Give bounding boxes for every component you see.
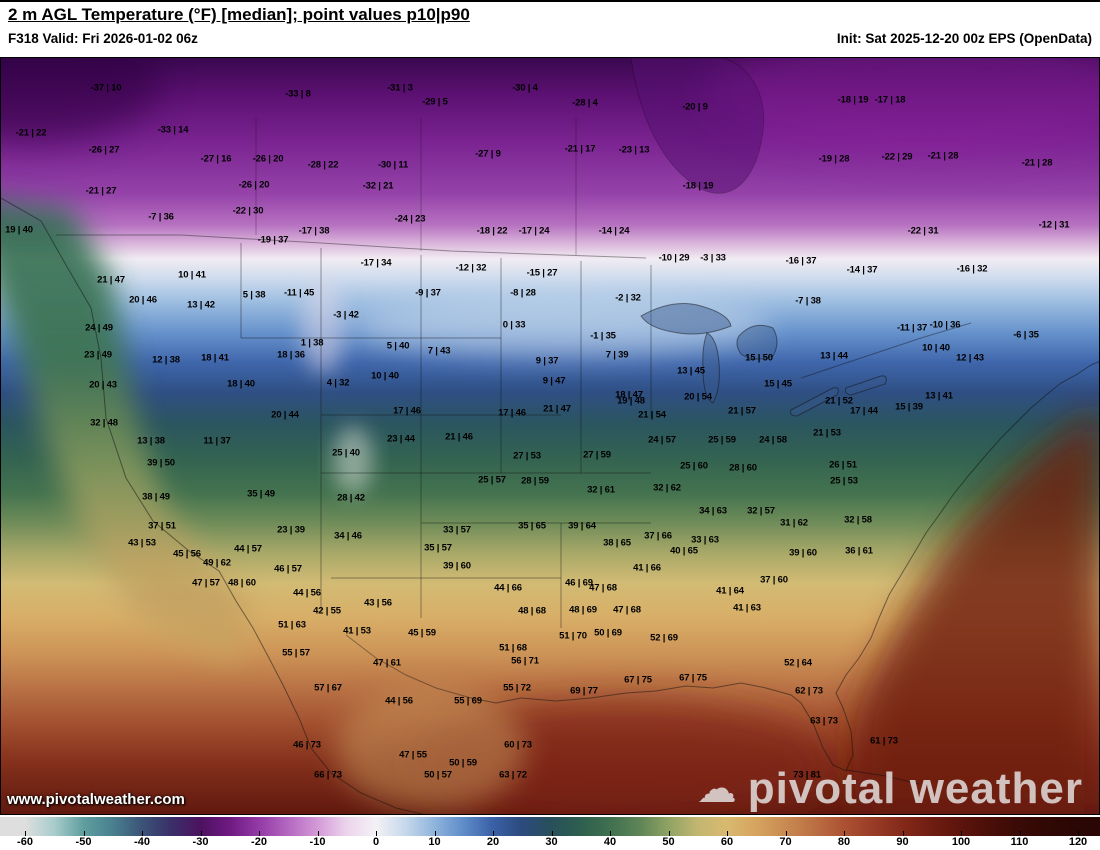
map-title: 2 m AGL Temperature (°F) [median]; point… [8, 5, 470, 24]
colorbar-tick-mark [1078, 831, 1079, 836]
colorbar-tick-label: 80 [837, 836, 851, 848]
colorbar-tick-mark [902, 831, 904, 836]
colorbar-tick-mark [844, 831, 845, 836]
colorbar [0, 817, 1100, 836]
colorbar-tick-label: -50 [75, 836, 92, 848]
init-time-label: Init: Sat 2025-12-20 00z EPS (OpenData) [836, 31, 1092, 46]
colorbar-tick-label: -20 [251, 836, 267, 848]
colorbar-tick-label: 30 [545, 836, 558, 848]
colorbar-tick-mark [551, 831, 553, 836]
colorbar-tick-label: -60 [17, 836, 33, 848]
colorbar-tick-label: 70 [779, 836, 792, 848]
cloud-icon: ☁ [696, 767, 738, 811]
colorbar-tick-mark [727, 831, 728, 836]
colorbar-tick-mark [83, 831, 85, 836]
colorbar-tick-mark [1019, 831, 1021, 836]
brand-text: pivotal weather [747, 764, 1083, 813]
colorbar-tick-mark [259, 831, 260, 836]
colorbar-tick-mark [610, 831, 611, 836]
colorbar-tick-label: 90 [896, 836, 909, 848]
colorbar-tick-label: -40 [134, 836, 150, 848]
colorbar-tick-label: 100 [951, 836, 971, 848]
colorbar-tick-label: 50 [662, 836, 675, 848]
colorbar-tick-mark [142, 831, 143, 836]
state-borders [56, 118, 972, 699]
colorbar-tick-mark [668, 831, 670, 836]
colorbar-tick-mark [493, 831, 494, 836]
colorbar-tick-mark [376, 831, 377, 836]
colorbar-area: -60 -50 -40 -30 -20 -10 0 10 20 30 40 50 60 70 80 90 100… [0, 815, 1100, 850]
map-image [1, 58, 1099, 814]
temperature-field [1, 58, 1099, 814]
colorbar-tick-mark [200, 831, 202, 836]
coastline [1, 197, 1099, 814]
colorbar-tick-label: 0 [372, 836, 380, 848]
colorbar-tick-mark [785, 831, 787, 836]
valid-time-label: F318 Valid: Fri 2026-01-02 06z [8, 31, 198, 46]
watermark-url: www.pivotalweather.com [7, 791, 185, 808]
brand-logo: ☁ pivotal weather [697, 764, 1083, 814]
colorbar-tick-mark [961, 831, 962, 836]
colorbar-tick-label: -10 [309, 836, 326, 848]
colorbar-tick-label: 40 [603, 836, 617, 848]
colorbar-tick-label: 120 [1068, 836, 1088, 848]
colorbar-tick-label: 10 [428, 836, 441, 848]
colorbar-tick-label: -30 [192, 836, 209, 848]
great-lakes [640, 303, 887, 417]
colorbar-tick-mark [317, 831, 319, 836]
colorbar-tick-mark [434, 831, 436, 836]
colorbar-tick-label: 60 [720, 836, 734, 848]
colorbar-tick-mark [25, 831, 26, 836]
colorbar-tick-label: 110 [1010, 836, 1029, 848]
header: 2 m AGL Temperature (°F) [median]; point… [0, 2, 1100, 57]
colorbar-tick-label: 20 [486, 836, 500, 848]
colorbar-labels: -60 -50 -40 -30 -20 -10 0 10 20 30 40 50 60 70 80 90 100… [0, 836, 1100, 850]
map-canvas: -37 | 10 -33 | 8 -31 | 3 -29 | 5 -30 | 4 -28 … [0, 57, 1100, 815]
